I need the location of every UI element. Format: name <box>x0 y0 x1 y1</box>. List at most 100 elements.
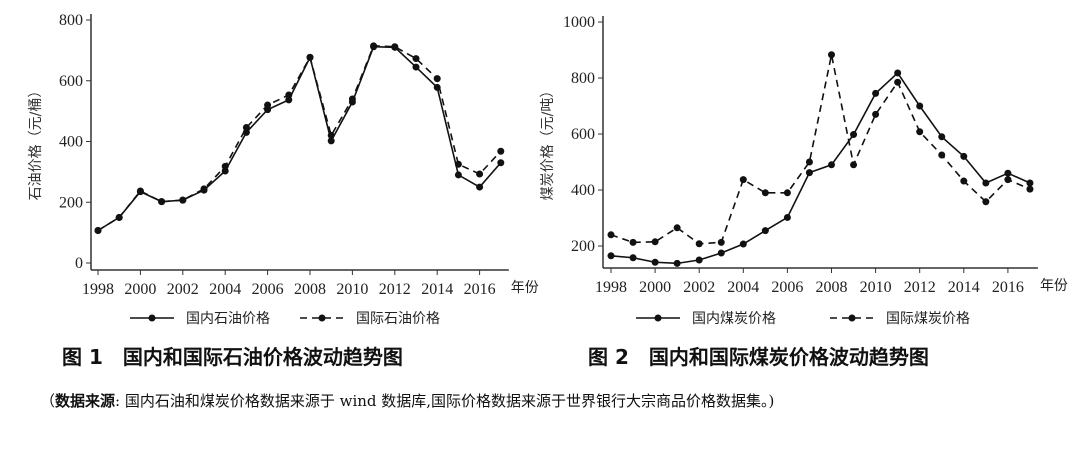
note-open: （ <box>40 392 56 410</box>
data-point <box>433 83 441 91</box>
x-tick-label: 2012 <box>904 279 936 296</box>
data-point <box>285 91 293 99</box>
data-point <box>412 63 420 71</box>
y-tick-label: 600 <box>59 73 83 90</box>
data-point <box>1004 169 1012 177</box>
data-point <box>695 240 703 248</box>
data-point <box>264 101 272 109</box>
x-tick-label: 2008 <box>294 281 326 298</box>
data-point <box>828 51 835 59</box>
data-point <box>651 238 659 246</box>
data-point <box>391 43 399 51</box>
legend-label: 国际石油价格 <box>356 311 440 327</box>
data-point <box>629 254 637 262</box>
x-tick-label: 2006 <box>771 279 803 296</box>
x-tick-label: 2000 <box>124 281 156 298</box>
data-point <box>872 110 880 118</box>
y-axis-label: 煤炭价格（元/吨） <box>540 84 556 201</box>
data-point <box>982 198 990 206</box>
data-point <box>115 213 123 221</box>
y-tick-label: 800 <box>59 12 83 29</box>
charts-svg: 0 200 400 600 800 1998 2000 2002 2004 2006 2008 201… <box>28 12 1068 327</box>
x-tick-label: 2012 <box>379 281 411 298</box>
data-point <box>285 96 293 104</box>
data-point <box>783 189 791 197</box>
x-tick-label: 2004 <box>727 279 759 296</box>
legend-label: 国际煤炭价格 <box>886 311 970 327</box>
data-point <box>872 89 880 97</box>
data-point <box>629 238 637 246</box>
data-point <box>850 131 858 139</box>
y-tick-label: 600 <box>571 126 595 143</box>
x-tick-label: 2006 <box>252 281 284 298</box>
data-point <box>805 169 813 177</box>
legend-label: 国内煤炭价格 <box>692 311 776 327</box>
data-point <box>412 55 420 63</box>
data-point <box>805 158 813 166</box>
data-point <box>136 187 144 195</box>
caption-figure-1: 图 1 国内和国际石油价格波动趋势图 <box>62 345 403 369</box>
data-point <box>1026 179 1034 187</box>
data-point <box>370 42 378 50</box>
data-point <box>960 177 968 185</box>
x-tick-label: 2002 <box>167 281 199 298</box>
data-point <box>607 252 615 260</box>
y-tick-label: 400 <box>571 182 595 199</box>
data-point <box>476 170 484 178</box>
legend-marker <box>318 314 326 322</box>
data-point <box>497 147 505 155</box>
x-tick-label: 2014 <box>948 279 980 296</box>
data-point <box>242 124 250 132</box>
x-tick-label: 2014 <box>421 281 453 298</box>
data-point <box>94 226 102 234</box>
caption-figure-2: 图 2 国内和国际煤炭价格波动趋势图 <box>588 345 929 369</box>
data-point <box>739 240 747 248</box>
source-note: （数据来源: 国内石油和煤炭价格数据来源于 wind 数据库,国际价格数据来源于… <box>40 384 1070 418</box>
data-point <box>938 151 946 159</box>
note-label: 数据来源 <box>55 392 116 410</box>
data-point <box>894 78 902 86</box>
data-point <box>717 238 725 246</box>
data-point <box>327 131 335 139</box>
x-tick-label: 2000 <box>639 279 671 296</box>
y-tick-label: 800 <box>571 70 595 87</box>
data-point <box>761 227 769 235</box>
y-tick-label: 1000 <box>563 14 595 31</box>
y-axis-label: 石油价格（元/桶） <box>28 84 44 201</box>
x-axis-label: 年份 <box>511 280 539 296</box>
data-point <box>916 102 924 110</box>
data-point <box>454 160 462 168</box>
series-line-international <box>610 54 1031 245</box>
legend-marker <box>848 314 856 322</box>
legend-label: 国内石油价格 <box>186 311 270 327</box>
data-point <box>1026 185 1034 193</box>
data-point <box>221 162 229 170</box>
x-tick-label: 2008 <box>816 279 848 296</box>
data-point <box>938 133 946 141</box>
x-tick-label: 2010 <box>336 281 368 298</box>
data-point <box>673 224 681 232</box>
y-tick-label: 0 <box>75 255 83 272</box>
data-point <box>348 95 356 103</box>
data-point <box>200 185 208 193</box>
data-point <box>497 159 505 167</box>
data-point <box>306 53 314 61</box>
x-tick-label: 2016 <box>464 281 496 298</box>
data-point <box>828 161 835 169</box>
data-point <box>916 128 924 136</box>
data-point <box>1004 176 1012 184</box>
data-point <box>850 161 858 169</box>
data-point <box>761 189 769 197</box>
data-point <box>739 176 747 184</box>
legend-marker <box>148 314 156 322</box>
x-tick-label: 2002 <box>683 279 715 296</box>
note-text: : 国内石油和煤炭价格数据来源于 wind 数据库,国际价格数据来源于世界银行大… <box>115 392 775 410</box>
data-point <box>894 69 902 77</box>
data-point <box>651 258 659 266</box>
legend-marker <box>654 314 662 322</box>
data-point <box>783 213 791 221</box>
data-point <box>476 183 484 191</box>
data-point <box>242 128 250 136</box>
y-tick-label: 200 <box>571 238 595 255</box>
